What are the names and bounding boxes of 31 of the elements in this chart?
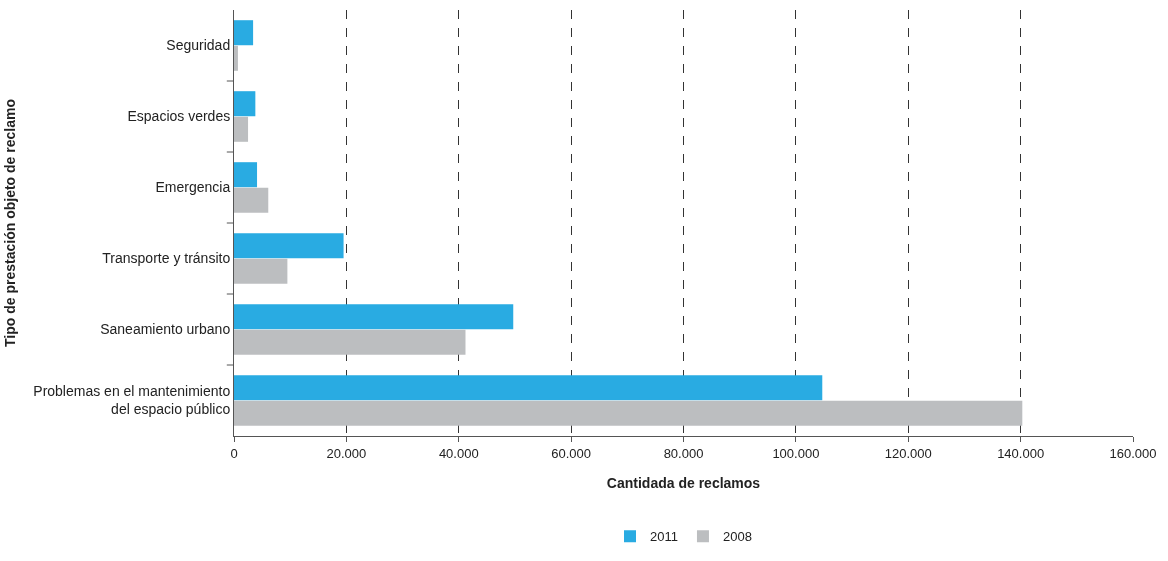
- bar: [234, 20, 254, 46]
- x-tick-label: 160.000: [1109, 445, 1157, 461]
- y-axis-title: Tipo de prestación objeto de reclamo: [1, 99, 18, 347]
- bar: [234, 375, 823, 401]
- y-tick-label: Transporte y tránsito: [102, 250, 231, 267]
- legend-label: 2011: [650, 529, 678, 545]
- y-tick-label: Seguridad: [166, 37, 231, 54]
- bar: [234, 116, 249, 142]
- x-tick-label: 80.000: [663, 445, 704, 461]
- x-tick-label: 40.000: [438, 445, 479, 461]
- x-tick-label: 120.000: [884, 445, 932, 461]
- bar: [234, 258, 288, 284]
- x-tick-label: 140.000: [997, 445, 1045, 461]
- bar: [234, 91, 256, 117]
- bar: [234, 400, 1023, 426]
- x-tick-label: 20.000: [326, 445, 367, 461]
- x-axis-title: Cantidada de reclamos: [606, 474, 761, 491]
- bar: [234, 45, 238, 71]
- bar: [234, 329, 466, 355]
- bar: [234, 162, 258, 188]
- bar: [234, 304, 514, 330]
- y-tick-label: Saneamiento urbano: [100, 321, 231, 338]
- y-tick-label: Emergencia: [155, 179, 231, 196]
- x-tick-label: 0: [230, 445, 238, 461]
- bar: [234, 233, 344, 259]
- bar: [234, 187, 269, 213]
- x-tick-label: 60.000: [551, 445, 592, 461]
- y-tick-label: Problemas en el mantenimiento del espacio público: [33, 383, 231, 418]
- y-tick-label: Espacios verdes: [127, 108, 231, 125]
- x-tick-label: 100.000: [772, 445, 820, 461]
- legend-label: 2008: [722, 529, 752, 545]
